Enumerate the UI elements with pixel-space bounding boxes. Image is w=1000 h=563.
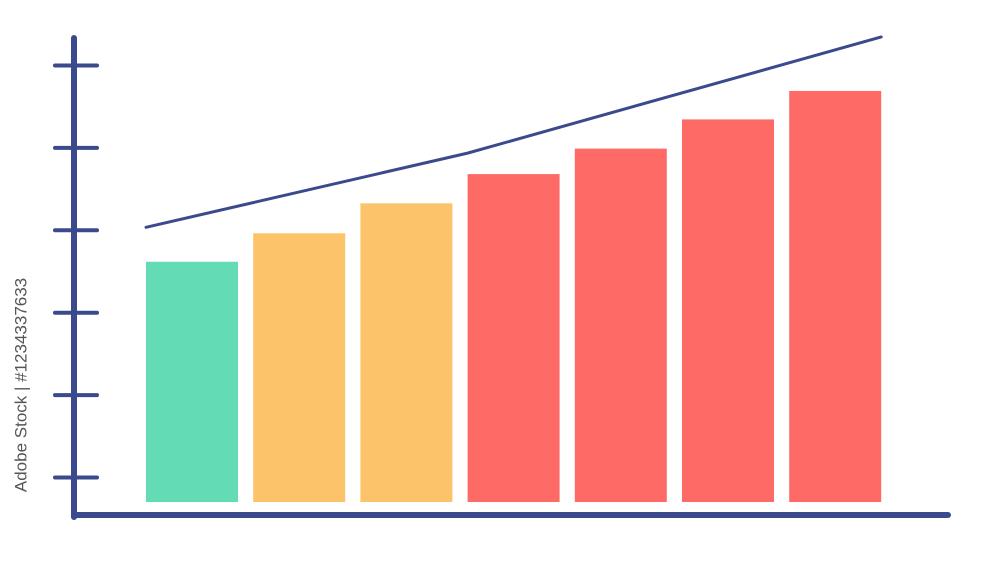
bar (682, 119, 774, 502)
bar (360, 203, 453, 502)
trend-line (144, 35, 883, 229)
bar (574, 148, 667, 502)
bar (146, 261, 238, 502)
watermark: Adobe Stock | #1234337633 (11, 278, 30, 492)
bar (467, 174, 560, 502)
bar (253, 233, 346, 502)
bar (789, 90, 882, 502)
